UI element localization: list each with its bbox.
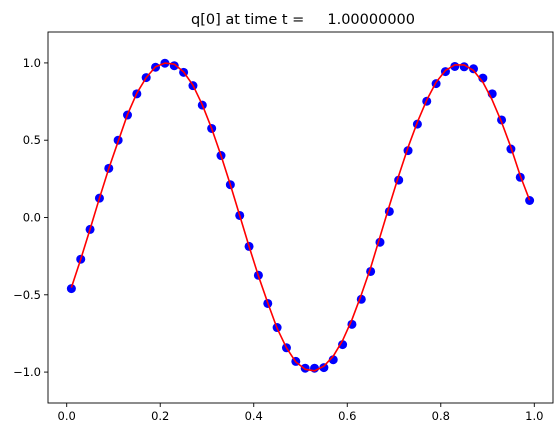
series-line [70, 62, 531, 372]
plot-data [66, 58, 535, 373]
y-tick-label: −0.5 [13, 288, 41, 302]
chart-title: q[0] at time t = 1.00000000 [191, 12, 415, 28]
axes: 0.0 0.2 0.4 0.6 0.8 1.0 −1.0 −0.5 0.0 0.5 1.0 [13, 31, 554, 423]
data-point [300, 363, 310, 373]
y-tick-label: 0.5 [23, 133, 41, 147]
x-tick-label: 0.4 [245, 409, 263, 423]
data-point [469, 64, 479, 74]
data-point [169, 61, 179, 71]
x-tick-label: 0.8 [432, 409, 450, 423]
data-point [338, 340, 348, 350]
x-tick-label: 0.6 [338, 409, 356, 423]
x-tick-label: 0.2 [151, 409, 169, 423]
x-tick-label: 1.0 [525, 409, 543, 423]
y-tick-label: −1.0 [13, 365, 41, 379]
y-tick-label: 1.0 [23, 56, 41, 70]
data-point [525, 196, 535, 205]
data-point [319, 363, 329, 373]
y-tick-label: 0.0 [23, 211, 41, 225]
data-point [66, 284, 76, 294]
x-tick-label: 0.0 [58, 409, 76, 423]
